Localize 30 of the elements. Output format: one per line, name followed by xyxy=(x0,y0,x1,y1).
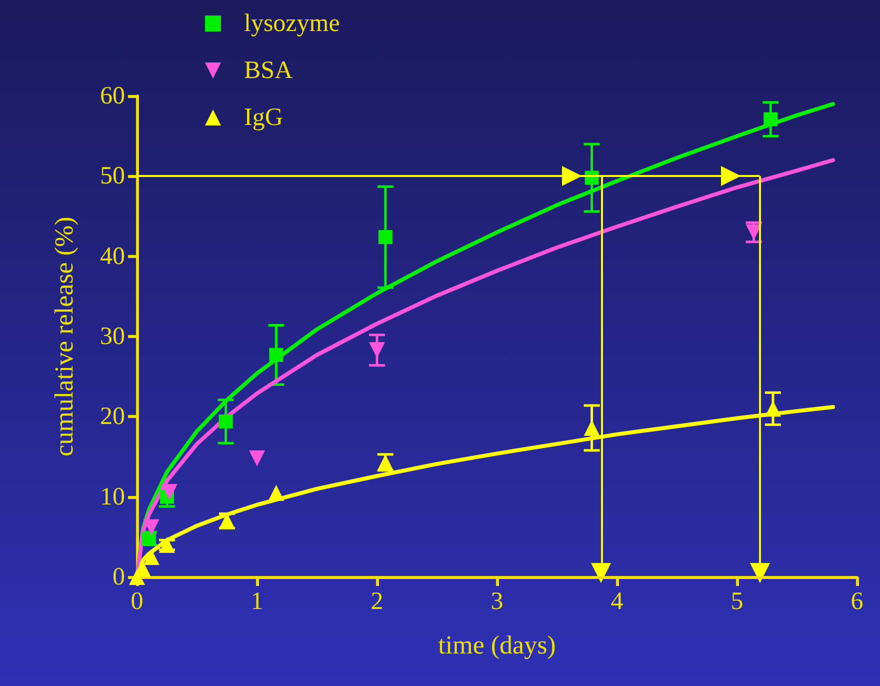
x-tick-label: 5 xyxy=(730,588,744,615)
x-tick-label: 1 xyxy=(250,588,264,615)
legend-label: lysozyme xyxy=(244,10,340,37)
y-tick-label: 60 xyxy=(100,82,125,110)
point xyxy=(765,400,781,417)
point xyxy=(249,450,265,466)
y-tick-label: 30 xyxy=(100,323,125,350)
y-tick-label: 0 xyxy=(112,564,125,590)
legend-label: IgG xyxy=(244,104,283,131)
point xyxy=(764,112,778,126)
x-tick-label: 3 xyxy=(490,588,504,615)
y-axis-title: cumulative release (%) xyxy=(50,216,78,456)
y-tick-label: 50 xyxy=(100,162,125,190)
x-tick-label: 0 xyxy=(130,588,144,615)
point xyxy=(161,484,178,500)
point xyxy=(269,348,284,362)
y-tick-label: 20 xyxy=(100,403,125,430)
y-tick-label: 10 xyxy=(100,483,125,510)
legend-label: BSA xyxy=(244,57,293,84)
point xyxy=(143,548,160,565)
point xyxy=(143,519,160,536)
point xyxy=(218,414,233,428)
x-tick-label: 6 xyxy=(850,588,864,615)
x-tick-label: 4 xyxy=(610,588,624,615)
y-tick-label: 40 xyxy=(100,242,125,270)
x-tick-label: 2 xyxy=(370,588,384,615)
point xyxy=(268,484,284,501)
point xyxy=(746,224,762,240)
x-axis-title: time (days) xyxy=(438,630,556,660)
point xyxy=(378,230,392,244)
